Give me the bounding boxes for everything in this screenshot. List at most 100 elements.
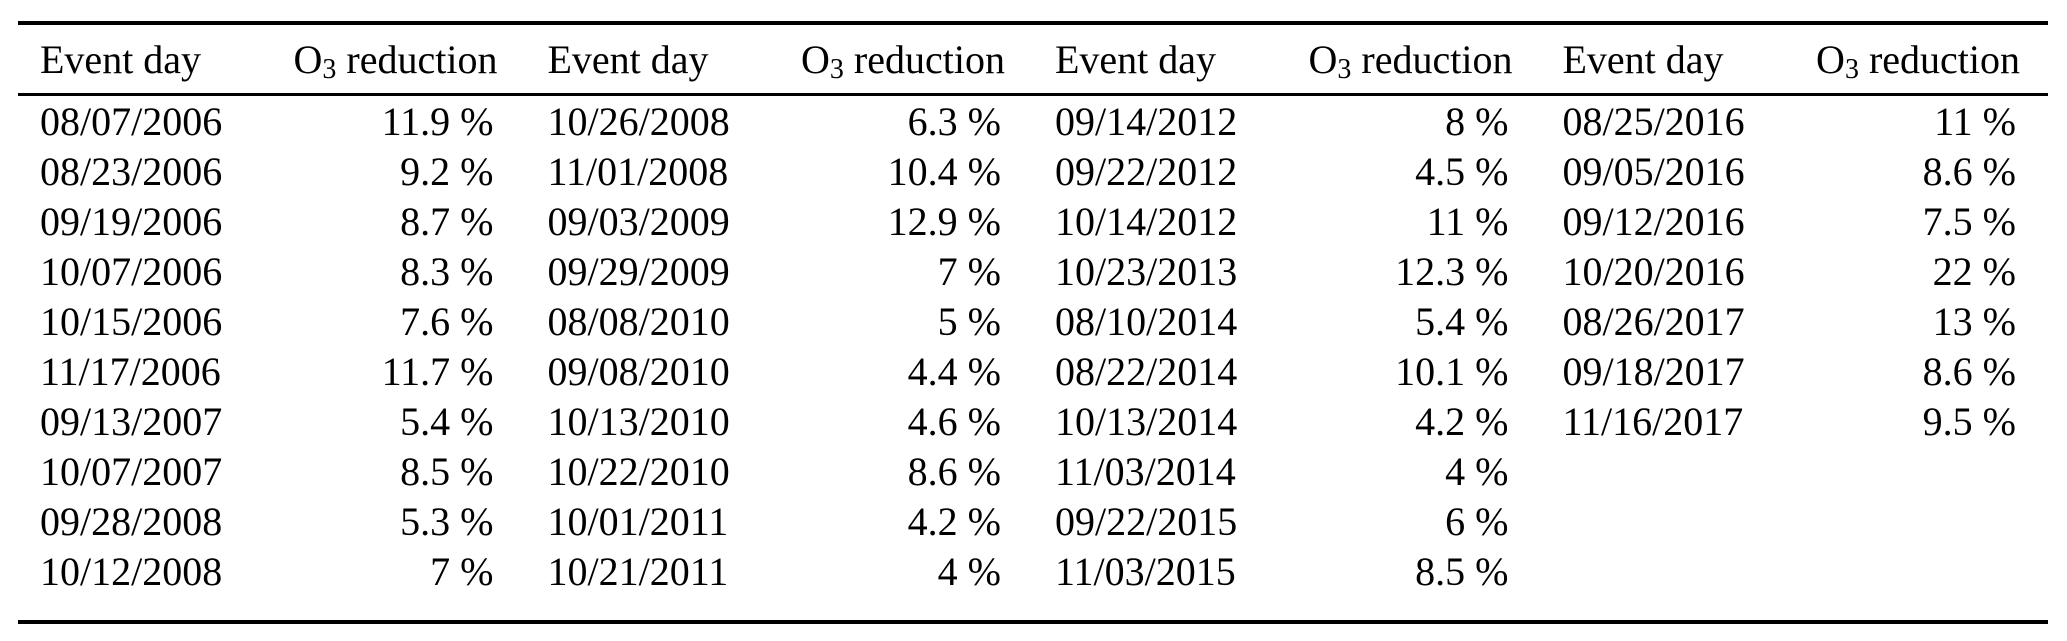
event-day-cell: 09/22/2015 bbox=[1054, 498, 1238, 544]
table-row: 10/15/2006 7.6 % 08/08/2010 5 % 08/10/2014 5.… bbox=[18, 296, 2048, 346]
event-day-cell: 09/14/2012 bbox=[1054, 98, 1238, 144]
o3-reduction-cell: 7.5 % bbox=[1922, 198, 2016, 244]
o3-reduction-cell: 10.1 % bbox=[1395, 348, 1509, 394]
o3-reduction-cell: 8.6 % bbox=[1922, 148, 2016, 194]
event-day-cell: 10/13/2014 bbox=[1054, 398, 1238, 444]
event-day-cell: 09/13/2007 bbox=[40, 398, 223, 444]
o3-reduction-cell: 4.6 % bbox=[907, 398, 1001, 444]
o3-symbol: O bbox=[1308, 36, 1338, 82]
o3-reduction-cell: 11.9 % bbox=[381, 98, 494, 144]
event-day-cell: 09/08/2010 bbox=[547, 348, 730, 394]
event-day-cell bbox=[1540, 446, 1793, 496]
o3-reduction-cell: 8.6 % bbox=[907, 448, 1001, 494]
event-day-cell: 08/22/2014 bbox=[1054, 348, 1238, 394]
o3-reduction-cell: 7 % bbox=[430, 548, 494, 594]
event-day-cell: 09/03/2009 bbox=[547, 198, 730, 244]
event-day-cell: 10/21/2011 bbox=[547, 548, 729, 594]
event-day-cell: 09/05/2016 bbox=[1562, 148, 1745, 194]
o3-reduction-cell: 8.6 % bbox=[1922, 348, 2016, 394]
table-row: 09/13/2007 5.4 % 10/13/2010 4.6 % 10/13/2014… bbox=[18, 396, 2048, 446]
event-day-cell: 08/25/2016 bbox=[1562, 98, 1745, 144]
o3-reduction-cell: 11.7 % bbox=[381, 348, 494, 394]
table-header-row: Event day O3 reduction Event day O3 redu… bbox=[18, 25, 2048, 96]
event-day-cell: 10/26/2008 bbox=[547, 98, 730, 144]
o3-reduction-cell: 12.9 % bbox=[887, 198, 1001, 244]
o3-reduction-cell: 9.5 % bbox=[1922, 398, 2016, 444]
table-row: 09/28/2008 5.3 % 10/01/2011 4.2 % 09/22/2015… bbox=[18, 496, 2048, 546]
event-day-cell: 08/07/2006 bbox=[40, 98, 223, 144]
o3-reduction-cell: 4.2 % bbox=[907, 498, 1001, 544]
o3-reduction-cell: 13 % bbox=[1932, 298, 2016, 344]
event-day-cell: 10/15/2006 bbox=[40, 298, 223, 344]
o3-reduction-cell: 6 % bbox=[1445, 498, 1509, 544]
table-row: 10/12/2008 7 % 10/21/2011 4 % 11/03/2015 8.5 … bbox=[18, 546, 2048, 596]
o3-reduction-cell bbox=[1793, 446, 2048, 496]
event-day-cell: 10/14/2012 bbox=[1054, 198, 1238, 244]
event-day-cell: 11/01/2008 bbox=[547, 148, 729, 194]
o3-reduction-cell: 10.4 % bbox=[887, 148, 1001, 194]
o3-reduction-cell: 8 % bbox=[1445, 98, 1509, 144]
o3-reduction-cell: 5.4 % bbox=[400, 398, 494, 444]
column-header-o3-reduction: O3 reduction bbox=[1793, 25, 2048, 96]
o3-symbol: O bbox=[293, 36, 323, 82]
event-day-cell: 09/19/2006 bbox=[40, 198, 223, 244]
o3-reduction-cell: 4.2 % bbox=[1415, 398, 1509, 444]
o3-reduction-cell: 12.3 % bbox=[1395, 248, 1509, 294]
event-day-cell: 10/01/2011 bbox=[547, 498, 729, 544]
o3-reduction-cell bbox=[1793, 546, 2048, 596]
o3-reduction-cell: 4 % bbox=[937, 548, 1001, 594]
o3-reduction-cell: 7.6 % bbox=[400, 298, 494, 344]
o3-reduction-cell: 8.5 % bbox=[1415, 548, 1509, 594]
column-header-event-day: Event day bbox=[525, 25, 779, 96]
event-day-cell: 11/17/2006 bbox=[40, 348, 221, 394]
o3-reduction-cell bbox=[1793, 496, 2048, 546]
column-header-event-day: Event day bbox=[1540, 25, 1794, 96]
table-row: 09/19/2006 8.7 % 09/03/2009 12.9 % 10/14/201… bbox=[18, 196, 2048, 246]
o3-reduction-cell: 4 % bbox=[1445, 448, 1509, 494]
event-day-cell: 08/23/2006 bbox=[40, 148, 223, 194]
table-body: 08/07/2006 11.9 % 10/26/2008 6.3 % 09/14/201… bbox=[18, 95, 2048, 597]
o3-reduction-label: reduction bbox=[843, 36, 1005, 82]
o3-reduction-label: reduction bbox=[1858, 36, 2020, 82]
event-day-cell: 10/13/2010 bbox=[547, 398, 730, 444]
ozone-reduction-table: Event day O3 reduction Event day O3 redu… bbox=[18, 21, 2048, 624]
o3-reduction-cell: 5.3 % bbox=[400, 498, 494, 544]
event-day-cell: 11/03/2015 bbox=[1054, 548, 1236, 594]
column-header-event-day: Event day bbox=[18, 25, 271, 96]
event-day-cell bbox=[1540, 496, 1793, 546]
event-day-cell: 09/18/2017 bbox=[1562, 348, 1745, 394]
o3-subscript: 3 bbox=[1337, 53, 1352, 85]
o3-symbol: O bbox=[801, 36, 830, 82]
o3-reduction-cell: 11 % bbox=[1426, 198, 1509, 244]
event-day-cell: 10/07/2007 bbox=[40, 448, 223, 494]
o3-subscript: 3 bbox=[829, 53, 844, 85]
o3-subscript: 3 bbox=[322, 53, 337, 85]
event-day-cell: 10/23/2013 bbox=[1054, 248, 1238, 294]
event-day-cell: 08/10/2014 bbox=[1054, 298, 1238, 344]
o3-reduction-cell: 6.3 % bbox=[907, 98, 1001, 144]
table-row: 08/23/2006 9.2 % 11/01/2008 10.4 % 09/22/201… bbox=[18, 146, 2048, 196]
event-day-cell: 08/26/2017 bbox=[1562, 298, 1745, 344]
o3-reduction-cell: 5.4 % bbox=[1415, 298, 1509, 344]
column-header-event-day: Event day bbox=[1032, 25, 1286, 96]
event-day-cell bbox=[1540, 546, 1793, 596]
event-day-cell: 11/16/2017 bbox=[1562, 398, 1744, 444]
table-row: 10/07/2007 8.5 % 10/22/2010 8.6 % 11/03/2014… bbox=[18, 446, 2048, 496]
o3-subscript: 3 bbox=[1844, 53, 1859, 85]
event-day-cell: 10/07/2006 bbox=[40, 248, 223, 294]
event-day-cell: 11/03/2014 bbox=[1054, 448, 1236, 494]
event-day-cell: 10/12/2008 bbox=[40, 548, 223, 594]
event-day-cell: 09/22/2012 bbox=[1054, 148, 1238, 194]
o3-reduction-label: reduction bbox=[336, 36, 498, 82]
o3-reduction-label: reduction bbox=[1351, 36, 1513, 82]
column-header-o3-reduction: O3 reduction bbox=[270, 25, 526, 96]
table-row: 08/07/2006 11.9 % 10/26/2008 6.3 % 09/14/201… bbox=[18, 95, 2048, 147]
o3-symbol: O bbox=[1816, 36, 1845, 82]
event-day-cell: 10/20/2016 bbox=[1562, 248, 1745, 294]
column-header-o3-reduction: O3 reduction bbox=[778, 25, 1033, 96]
table-row: 10/07/2006 8.3 % 09/29/2009 7 % 10/23/2013 12… bbox=[18, 246, 2048, 296]
o3-reduction-cell: 8.7 % bbox=[400, 198, 494, 244]
o3-reduction-cell: 4.4 % bbox=[907, 348, 1001, 394]
event-day-cell: 09/12/2016 bbox=[1562, 198, 1745, 244]
o3-reduction-cell: 5 % bbox=[937, 298, 1001, 344]
